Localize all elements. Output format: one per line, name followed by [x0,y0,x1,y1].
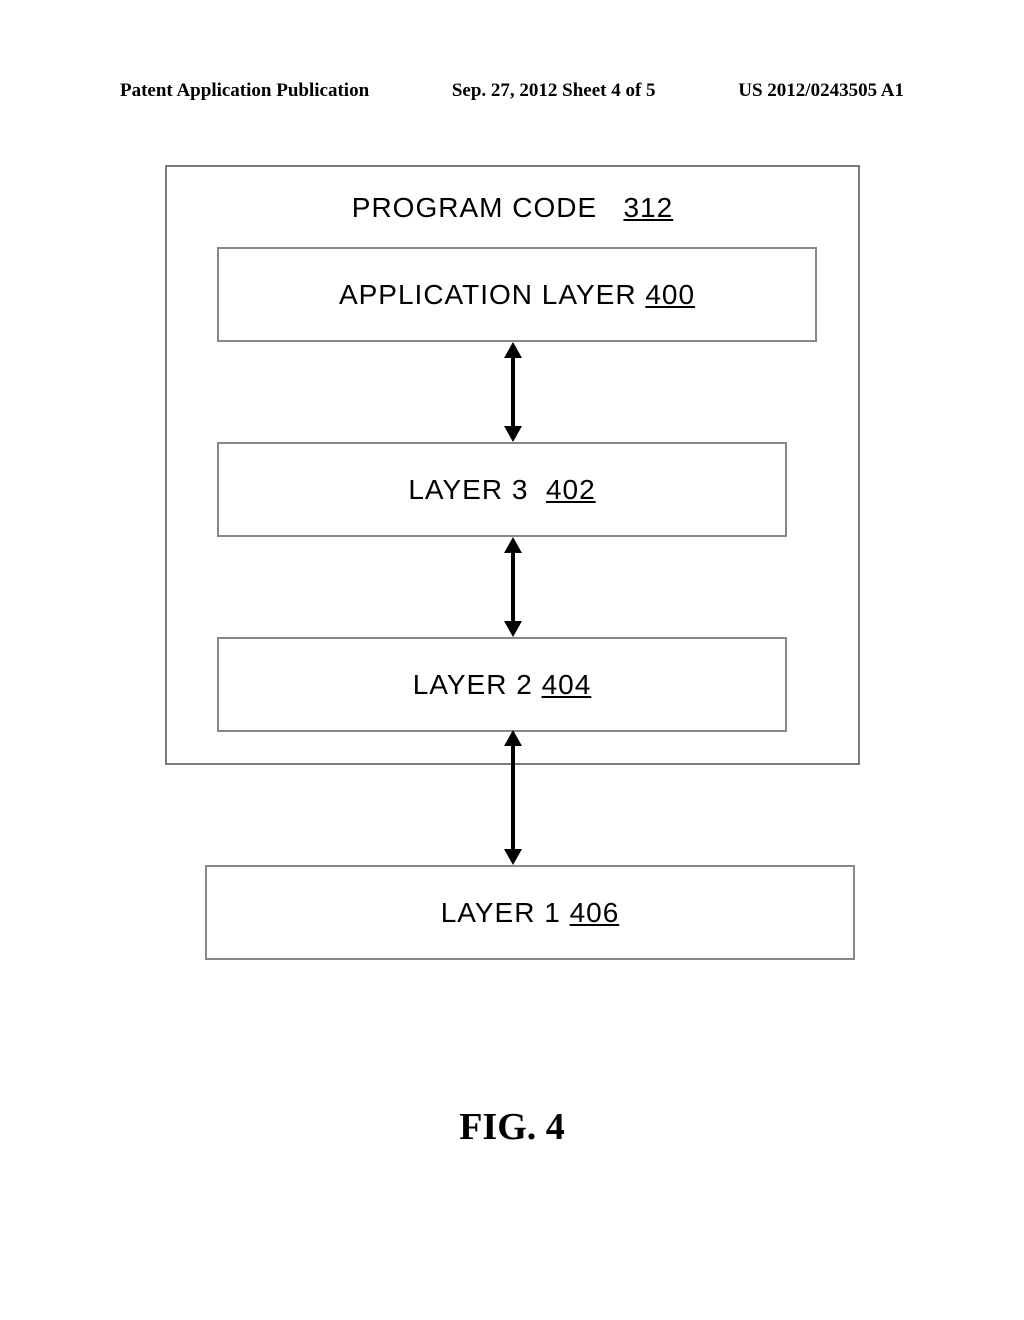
layer3-box: LAYER 3 402 [217,442,787,537]
header-left: Patent Application Publication [120,80,369,102]
application-layer-label: APPLICATION LAYER [339,279,637,311]
layer1-box: LAYER 1 406 [205,865,855,960]
layer3-label: LAYER 3 [408,474,528,506]
header-right: US 2012/0243505 A1 [738,80,904,102]
layer3-ref: 402 [546,474,596,506]
layer1-ref: 406 [570,897,620,929]
program-code-box: PROGRAM CODE 312 APPLICATION LAYER 400 L… [165,165,860,765]
layer1-label: LAYER 1 [441,897,561,929]
arrow-app-to-layer3 [498,342,528,442]
layer2-box: LAYER 2 404 [217,637,787,732]
arrow-layer3-to-layer2 [498,537,528,637]
figure-label: FIG. 4 [0,1105,1024,1149]
diagram: PROGRAM CODE 312 APPLICATION LAYER 400 L… [165,165,860,765]
arrow-layer2-to-layer1 [498,730,528,865]
header-center: Sep. 27, 2012 Sheet 4 of 5 [452,80,656,102]
application-layer-box: APPLICATION LAYER 400 [217,247,817,342]
program-code-title: PROGRAM CODE 312 [167,192,858,224]
application-layer-ref: 400 [645,279,695,311]
program-code-label: PROGRAM CODE [352,192,597,223]
program-code-ref: 312 [623,192,673,223]
page-header: Patent Application Publication Sep. 27, … [0,80,1024,102]
layer2-label: LAYER 2 [413,669,533,701]
layer2-ref: 404 [542,669,592,701]
